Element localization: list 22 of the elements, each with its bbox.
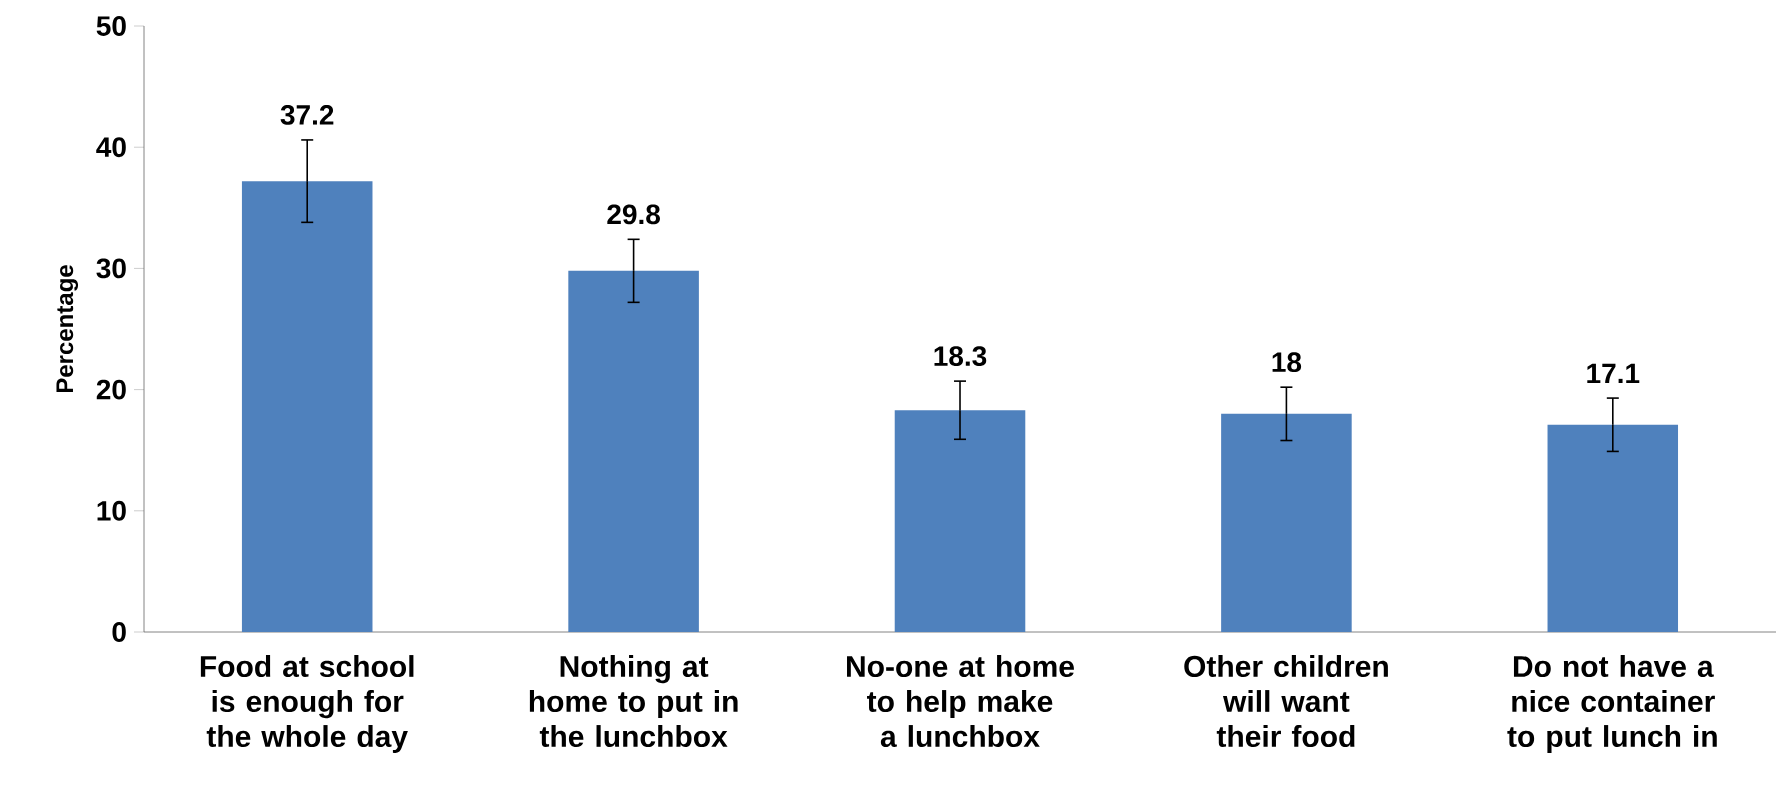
x-tick-label: No-one at home to help make a lunchbox	[847, 655, 1074, 748]
data-label: 29.8	[607, 204, 660, 225]
data-label: 37.2	[280, 104, 334, 125]
y-tick-label: 50	[96, 16, 126, 36]
y-tick-label: 0	[112, 622, 126, 642]
bar	[1221, 413, 1352, 632]
bar	[894, 410, 1026, 632]
data-label: 18.3	[934, 346, 987, 367]
data-label: 17.1	[1587, 363, 1640, 384]
bar	[1547, 424, 1679, 632]
y-tick-label: 30	[96, 258, 126, 279]
x-tick-label: Other children will want their food	[1184, 655, 1388, 748]
y-tick-label: 20	[96, 379, 126, 400]
x-tick-label: Do not have a nice container to put lunch in	[1507, 655, 1717, 754]
bar	[568, 270, 699, 632]
bar	[241, 181, 373, 632]
y-tick-label: 40	[96, 137, 126, 158]
x-tick-label: Food at school is enough for the whole day	[200, 655, 414, 754]
y-axis-title: Percentage	[56, 265, 79, 393]
y-tick-label: 10	[97, 500, 126, 521]
data-label: 18	[1272, 352, 1302, 373]
x-tick-label: Nothing at home to put in the lunchbox	[529, 655, 738, 748]
